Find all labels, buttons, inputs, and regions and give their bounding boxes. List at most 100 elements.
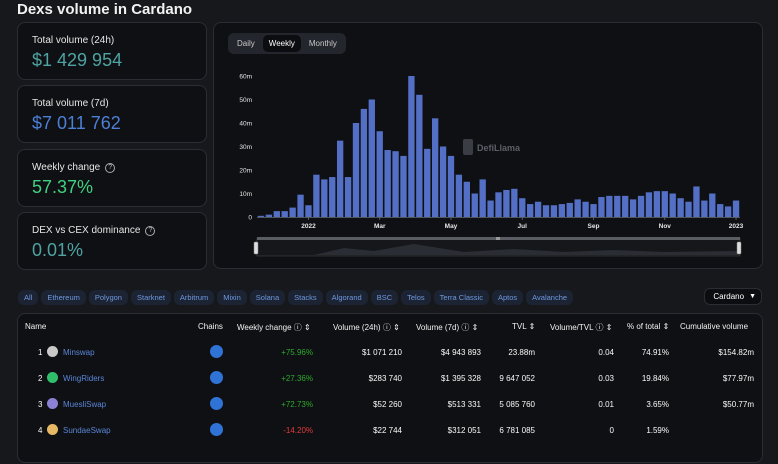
col-volume-7d[interactable]: Volume (7d) ⓘ ⇕	[416, 323, 479, 332]
volume-bar[interactable]	[614, 195, 621, 217]
volume-bar[interactable]	[368, 99, 375, 218]
volume-bar[interactable]	[527, 204, 534, 217]
volume-bar[interactable]	[598, 197, 605, 217]
table-row[interactable]: 4 SundaeSwap -14.20% $22 744 $312 051 6 …	[18, 417, 762, 443]
volume-bar[interactable]	[701, 200, 708, 217]
volume-bar[interactable]	[321, 179, 328, 217]
volume-bar[interactable]	[724, 206, 732, 217]
range-slider[interactable]	[253, 237, 742, 257]
chain-chip-ethereum[interactable]: Ethereum	[41, 290, 86, 305]
volume-bar[interactable]	[590, 204, 597, 217]
volume-bar[interactable]	[629, 199, 637, 218]
chain-chip-starknet[interactable]: Starknet	[130, 290, 171, 305]
table-row[interactable]: 1 Minswap +75.96% $1 071 210 $4 943 893 …	[18, 339, 762, 365]
volume-bar[interactable]	[503, 189, 510, 217]
tab-weekly[interactable]: Weekly	[262, 35, 301, 52]
volume-bar[interactable]	[487, 200, 494, 217]
volume-bar[interactable]	[606, 195, 613, 217]
volume-bar[interactable]	[297, 194, 304, 217]
volume-bar[interactable]	[582, 201, 589, 217]
volume-bar[interactable]	[685, 201, 692, 217]
chain-chip-algorand[interactable]: Algorand	[325, 290, 368, 305]
volume-bar[interactable]	[455, 174, 463, 217]
protocol-name[interactable]: MuesliSwap	[63, 400, 107, 409]
volume-bar[interactable]	[637, 195, 645, 217]
table-row[interactable]: 2 WingRiders +27.36% $283 740 $1 395 328…	[18, 365, 762, 391]
help-icon[interactable]: ?	[145, 225, 156, 236]
volume-bar[interactable]	[336, 140, 344, 218]
volume-bar[interactable]	[717, 204, 724, 217]
volume-bar[interactable]	[495, 192, 502, 217]
volume-bar[interactable]	[360, 108, 368, 217]
help-icon[interactable]: ?	[105, 162, 116, 173]
chain-chip-avalanche[interactable]: Avalanche	[526, 290, 574, 305]
protocol-name[interactable]: SundaeSwap	[63, 426, 111, 435]
cardano-chain-icon[interactable]	[210, 397, 223, 410]
volume-bar[interactable]	[732, 200, 740, 217]
protocol-name[interactable]: WingRiders	[63, 374, 105, 383]
chain-chip-terra-classic[interactable]: Terra Classic	[433, 290, 489, 305]
chain-chip-aptos[interactable]: Aptos	[491, 290, 524, 305]
volume-bar[interactable]	[669, 193, 676, 218]
volume-bar[interactable]	[352, 123, 360, 217]
volume-bar[interactable]	[709, 193, 716, 218]
volume-bar[interactable]	[558, 204, 566, 217]
protocol-name[interactable]: Minswap	[63, 348, 95, 357]
volume-bar[interactable]	[257, 215, 265, 217]
volume-bar[interactable]	[416, 94, 423, 217]
slider-right-handle[interactable]	[736, 241, 742, 255]
chain-chip-all[interactable]: All	[18, 290, 39, 305]
volume-bar[interactable]	[392, 151, 399, 217]
chain-select[interactable]: Cardano ▼	[704, 288, 762, 305]
cardano-chain-icon[interactable]	[210, 423, 223, 436]
table-row[interactable]: 3 MuesliSwap +72.73% $52 260 $513 331 5 …	[18, 391, 762, 417]
volume-bar[interactable]	[289, 207, 296, 217]
col-cumulative-volume[interactable]: Cumulative volume	[680, 322, 749, 331]
volume-bar[interactable]	[574, 199, 581, 218]
cardano-chain-icon[interactable]	[210, 345, 223, 358]
volume-bar[interactable]	[281, 211, 288, 218]
volume-bar[interactable]	[519, 198, 526, 217]
volume-bar[interactable]	[400, 155, 407, 217]
col-volume-24h[interactable]: Volume (24h) ⓘ ⇕	[333, 323, 400, 332]
col-weekly-change[interactable]: Weekly change ⓘ ⇕	[237, 323, 311, 332]
volume-bar[interactable]	[447, 155, 455, 217]
slider-left-handle[interactable]	[253, 241, 259, 255]
volume-bar[interactable]	[463, 181, 470, 217]
slider-grip-icon[interactable]	[496, 237, 500, 240]
volume-bar[interactable]	[622, 195, 629, 217]
chain-chip-polygon[interactable]: Polygon	[88, 290, 128, 305]
chain-chip-mixin[interactable]: Mixin	[217, 290, 247, 305]
volume-bar[interactable]	[550, 205, 558, 217]
volume-bar[interactable]	[534, 201, 542, 217]
chain-chip-telos[interactable]: Telos	[401, 290, 431, 305]
volume-bar[interactable]	[566, 202, 573, 217]
volume-bar[interactable]	[653, 191, 661, 217]
chain-chip-solana[interactable]: Solana	[249, 290, 286, 305]
volume-bar[interactable]	[511, 188, 518, 217]
volume-bar[interactable]	[479, 179, 486, 217]
col-name[interactable]: Name	[25, 322, 47, 331]
volume-bar[interactable]	[305, 205, 312, 217]
volume-bar[interactable]	[542, 205, 550, 217]
tab-monthly[interactable]: Monthly	[308, 39, 337, 48]
volume-bar[interactable]	[661, 191, 668, 217]
tab-daily[interactable]: Daily	[237, 39, 255, 48]
volume-bar[interactable]	[645, 192, 653, 217]
chain-chip-bsc[interactable]: BSC	[370, 290, 399, 305]
volume-bar[interactable]	[313, 174, 320, 217]
col-volume-tvl[interactable]: Volume/TVL ⓘ ⇕	[550, 323, 613, 332]
volume-bar[interactable]	[408, 76, 415, 217]
volume-bar[interactable]	[677, 198, 684, 217]
volume-bar[interactable]	[424, 148, 431, 217]
volume-bar[interactable]	[273, 211, 280, 218]
volume-bar[interactable]	[344, 177, 352, 217]
cardano-chain-icon[interactable]	[210, 371, 223, 384]
chain-chip-arbitrum[interactable]: Arbitrum	[173, 290, 215, 305]
col-percent-total[interactable]: % of total ⇕	[627, 322, 670, 331]
volume-bar[interactable]	[329, 177, 336, 217]
chain-chip-stacks[interactable]: Stacks	[288, 290, 323, 305]
volume-bar[interactable]	[376, 131, 383, 217]
volume-bar[interactable]	[384, 150, 391, 217]
col-tvl[interactable]: TVL ⇕	[512, 322, 536, 331]
